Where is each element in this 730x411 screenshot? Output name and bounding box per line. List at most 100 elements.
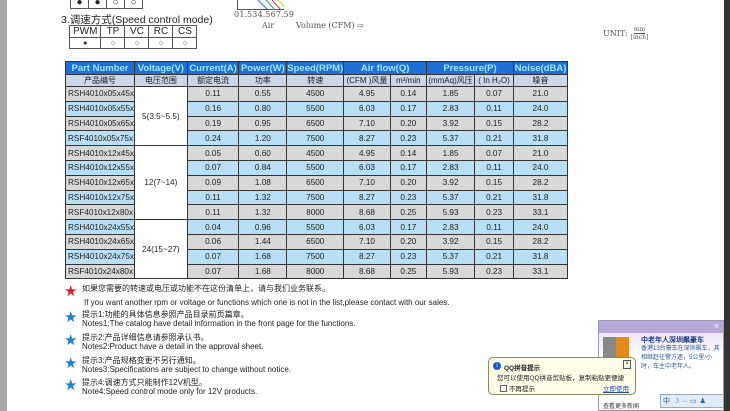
unit-text: UNIT: xyxy=(603,29,628,38)
header-airflow: Air flow(Q) xyxy=(343,61,428,75)
table-row: RSH4010x12x65x 0.09 1.08 6500 7.10 0.20 3.92 0.… xyxy=(65,174,568,191)
mode-header: CS xyxy=(172,25,198,38)
tick: 7.5 xyxy=(275,10,289,19)
star-icon: ★ xyxy=(64,332,78,349)
value-cell: 6.03 xyxy=(343,219,391,235)
value-cell: 0.07 xyxy=(474,86,515,102)
star-icon: ★ xyxy=(64,355,78,372)
value-cell: 5.37 xyxy=(426,130,476,147)
mode-value: ○ xyxy=(100,37,126,49)
value-cell: 0.05 xyxy=(186,145,240,161)
part-number-cell: RSH4010x05x45x xyxy=(65,86,135,102)
value-cell: 3.92 xyxy=(426,115,476,132)
value-cell: 1.85 xyxy=(426,86,476,102)
table-row: RSH4010x24x55x 24(15~27) 0.04 0.96 5500 6.03 0… xyxy=(65,219,568,280)
note-cn: 提示2:产品详细信息请参照承认书。 xyxy=(82,333,209,342)
subheader-cell: (mmAq)风压 xyxy=(426,74,476,87)
value-cell: 1.44 xyxy=(238,233,288,250)
subheader-cell: 产品编号 xyxy=(65,74,135,87)
tick: 3 xyxy=(252,10,258,19)
ime-user-icon[interactable]: ♟ xyxy=(699,398,706,405)
checkbox-box[interactable] xyxy=(500,384,507,392)
value-cell: 0.25 xyxy=(389,263,428,280)
mode-header: VC xyxy=(124,25,150,38)
subheader-cell: 额定电流 xyxy=(186,74,240,87)
table-row: RSH4010x12x45x 12(7~14) 0.05 0.60 4500 4.95 0.… xyxy=(65,145,568,221)
value-cell: 0.21 xyxy=(474,189,515,206)
value-cell: 0.04 xyxy=(186,219,240,235)
mode-value: ● xyxy=(68,37,102,49)
dont-show-checkbox[interactable]: 不再提示 xyxy=(500,383,535,393)
value-cell: 7.10 xyxy=(343,233,391,250)
part-number-cell: RSH4010x05x55x xyxy=(65,100,135,117)
note-cn: 如果您需要的转速或电压或功能不在这份清单上，请与我们业务联系。 xyxy=(82,284,330,293)
value-cell: 2.83 xyxy=(426,159,476,176)
ime-punct-icon[interactable]: ·· xyxy=(682,397,687,405)
tooltip-title: QQ拼音提示 xyxy=(504,365,541,372)
checkbox-label: 不再提示 xyxy=(509,386,535,393)
tick: 0 xyxy=(234,10,240,19)
value-cell: 8.27 xyxy=(343,248,391,265)
value-cell: 5500 xyxy=(286,219,345,235)
value-cell: 0.11 xyxy=(186,189,240,206)
use-now-link[interactable]: 立即使用 xyxy=(603,386,629,393)
news-more-link[interactable]: 查看更多新闻 xyxy=(603,404,640,410)
mode-value: ○ xyxy=(124,37,150,49)
value-cell: 0.24 xyxy=(186,130,240,147)
ime-chinese-icon[interactable]: 中 xyxy=(663,398,670,405)
part-number-cell: RSH4010x24x65x xyxy=(65,233,135,250)
close-icon[interactable]: × xyxy=(713,321,719,331)
unit-label: UNIT: mm [inch] xyxy=(603,26,648,41)
value-cell: 5.93 xyxy=(426,263,476,280)
value-cell: 0.23 xyxy=(389,189,428,206)
value-cell: 33.1 xyxy=(513,263,568,280)
tooltip-close-button[interactable]: × xyxy=(623,360,631,369)
tick: 9 xyxy=(288,10,294,19)
table-row: RSH4010x24x75x 0.07 1.68 7500 8.27 0.23 5.37 0.… xyxy=(65,248,568,265)
ime-keyboard-icon[interactable]: ▭ xyxy=(689,398,697,405)
value-cell: 0.17 xyxy=(389,159,428,176)
value-cell: 31.8 xyxy=(513,189,568,206)
note-en: Note4:Speed control mode only for 12V pr… xyxy=(82,387,258,396)
value-cell: 21.0 xyxy=(513,145,568,161)
value-cell: 0.20 xyxy=(389,233,428,250)
value-cell: 0.55 xyxy=(238,86,288,102)
voltage-cell: 12(7~14) xyxy=(134,145,188,221)
part-number-cell: RSF4010x24x80x xyxy=(65,263,135,280)
spec-table: Part Number Voltage(V) Current(A) Power(… xyxy=(65,61,568,280)
value-cell: 3.92 xyxy=(426,174,476,191)
note-cn: 提示3:产品规格变更不另行通知。 xyxy=(82,356,201,365)
mode-header: TP xyxy=(100,25,126,38)
header-pressure: Pressure(P) xyxy=(426,61,515,75)
news-body: 香港13台豪车在深圳飙车，其相继赶往警方逐，5公里/小时，车主中老年人。 xyxy=(641,346,720,370)
star-icon: ★ xyxy=(64,309,78,326)
value-cell: 1.68 xyxy=(238,263,288,280)
subheader-cell: 电压范围 xyxy=(134,74,188,87)
value-cell: 1.20 xyxy=(238,130,288,147)
value-cell: 5.37 xyxy=(426,189,476,206)
value-cell: 7.10 xyxy=(343,115,391,132)
subheader-cell: 功率 xyxy=(238,74,288,87)
value-cell: 0.80 xyxy=(238,100,288,117)
value-cell: 1.32 xyxy=(238,204,288,221)
x-ticks: 0 1.5 3 4.5 6 7.5 9 xyxy=(234,10,294,19)
value-cell: 33.1 xyxy=(513,204,568,221)
ime-moon-icon[interactable]: ☽ xyxy=(673,398,680,405)
ime-toolbar: 中 ☽ ·· ▭ ♟ xyxy=(660,394,724,408)
speed-control-table: PWM TP VC RC CS ● ○ ○ ○ ○ xyxy=(68,25,198,49)
value-cell: 0.11 xyxy=(474,159,515,176)
value-cell: 7.10 xyxy=(343,174,391,191)
news-headline[interactable]: 中老年人深圳飙豪车 xyxy=(641,337,704,344)
value-cell: 0.14 xyxy=(389,86,428,102)
part-number-cell: RSH4010x12x65x xyxy=(65,174,135,191)
value-cell: 28.2 xyxy=(513,233,568,250)
subheader-cell: 转速 xyxy=(286,74,345,87)
air-label: Air xyxy=(262,21,275,30)
option-cell: ● xyxy=(70,0,89,9)
value-cell: 0.17 xyxy=(389,100,428,117)
value-cell: 0.09 xyxy=(186,174,240,191)
value-cell: 0.25 xyxy=(389,204,428,221)
part-number-cell: RSH4010x24x55x xyxy=(65,219,135,235)
value-cell: 0.14 xyxy=(389,145,428,161)
value-cell: 4.95 xyxy=(343,145,391,161)
